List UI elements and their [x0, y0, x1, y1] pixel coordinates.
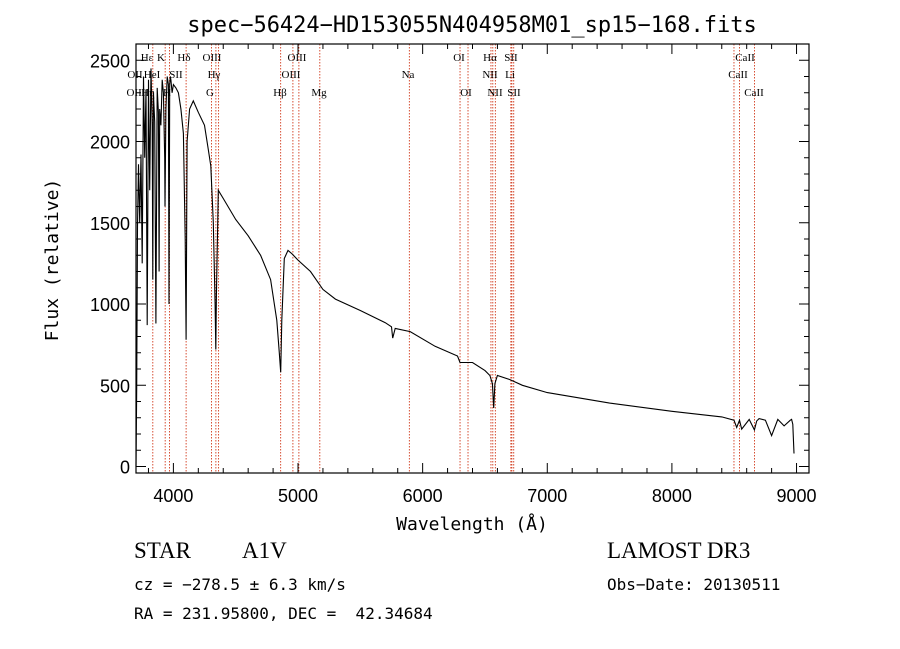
line-label: SII: [504, 52, 518, 64]
y-axis-label: Flux (relative): [42, 179, 63, 342]
emission-line-markers: [152, 44, 755, 473]
y-tick-label: 2500: [90, 51, 130, 71]
line-label: CaII: [744, 87, 764, 99]
x-tick-label: 7000: [527, 486, 567, 506]
survey-name: LAMOST DR3: [607, 538, 751, 563]
line-label: CaII: [735, 52, 755, 64]
line-label: Hε: [141, 52, 154, 64]
observation-date: Obs−Date: 20130511: [607, 575, 781, 594]
line-label: Hβ: [273, 87, 287, 99]
x-tick-label: 6000: [403, 486, 443, 506]
line-label: NII: [487, 87, 503, 99]
y-tick-label: 1000: [90, 295, 130, 315]
line-label: HeI: [144, 69, 161, 81]
line-label: OII: [127, 69, 143, 81]
x-tick-label: 8000: [652, 486, 692, 506]
line-label: Hγ: [208, 69, 221, 81]
spectral-subclass: A1V: [242, 538, 287, 563]
emission-line-labels: Hε K Hδ OIII OIII OI Hα SII CaII OII HeI SII Hγ OIII N…: [127, 52, 765, 99]
line-label: Hα: [483, 52, 497, 64]
axis-ticks: 4000 5000 6000 7000 8000 9000 0 500 1000 1500 2000…: [90, 44, 817, 506]
spectrum-line: [135, 68, 795, 467]
line-label: SII: [507, 87, 521, 99]
line-label: OIII: [288, 52, 307, 64]
object-class: STAR: [134, 538, 191, 563]
chart-title: spec−56424−HD153055N404958M01_sp15−168.f…: [187, 13, 757, 38]
x-tick-label: 5000: [278, 486, 318, 506]
line-label: Mg: [311, 87, 327, 99]
plot-frame: [135, 43, 810, 474]
line-label: OI: [460, 87, 472, 99]
x-tick-label: 9000: [777, 486, 817, 506]
line-label: G: [206, 87, 214, 99]
line-label: SII: [169, 69, 183, 81]
y-tick-label: 0: [120, 458, 130, 478]
line-label: Hδ: [177, 52, 190, 64]
line-label: NII: [482, 69, 498, 81]
line-label: CaII: [728, 69, 748, 81]
y-tick-label: 2000: [90, 133, 130, 153]
line-label: OIII: [203, 52, 222, 64]
line-label: OIII: [282, 69, 301, 81]
y-tick-label: 500: [100, 376, 130, 396]
x-tick-label: 4000: [153, 486, 193, 506]
line-label: K: [157, 52, 165, 64]
line-label: Li: [505, 69, 515, 81]
y-tick-label: 1500: [90, 214, 130, 234]
sky-coordinates: RA = 231.95800, DEC = 42.34684: [134, 604, 433, 623]
line-label: OI: [453, 52, 465, 64]
redshift-cz: cz = −278.5 ± 6.3 km/s: [134, 575, 346, 594]
x-axis-label: Wavelength (Å): [396, 513, 548, 535]
line-label: Na: [402, 69, 415, 81]
